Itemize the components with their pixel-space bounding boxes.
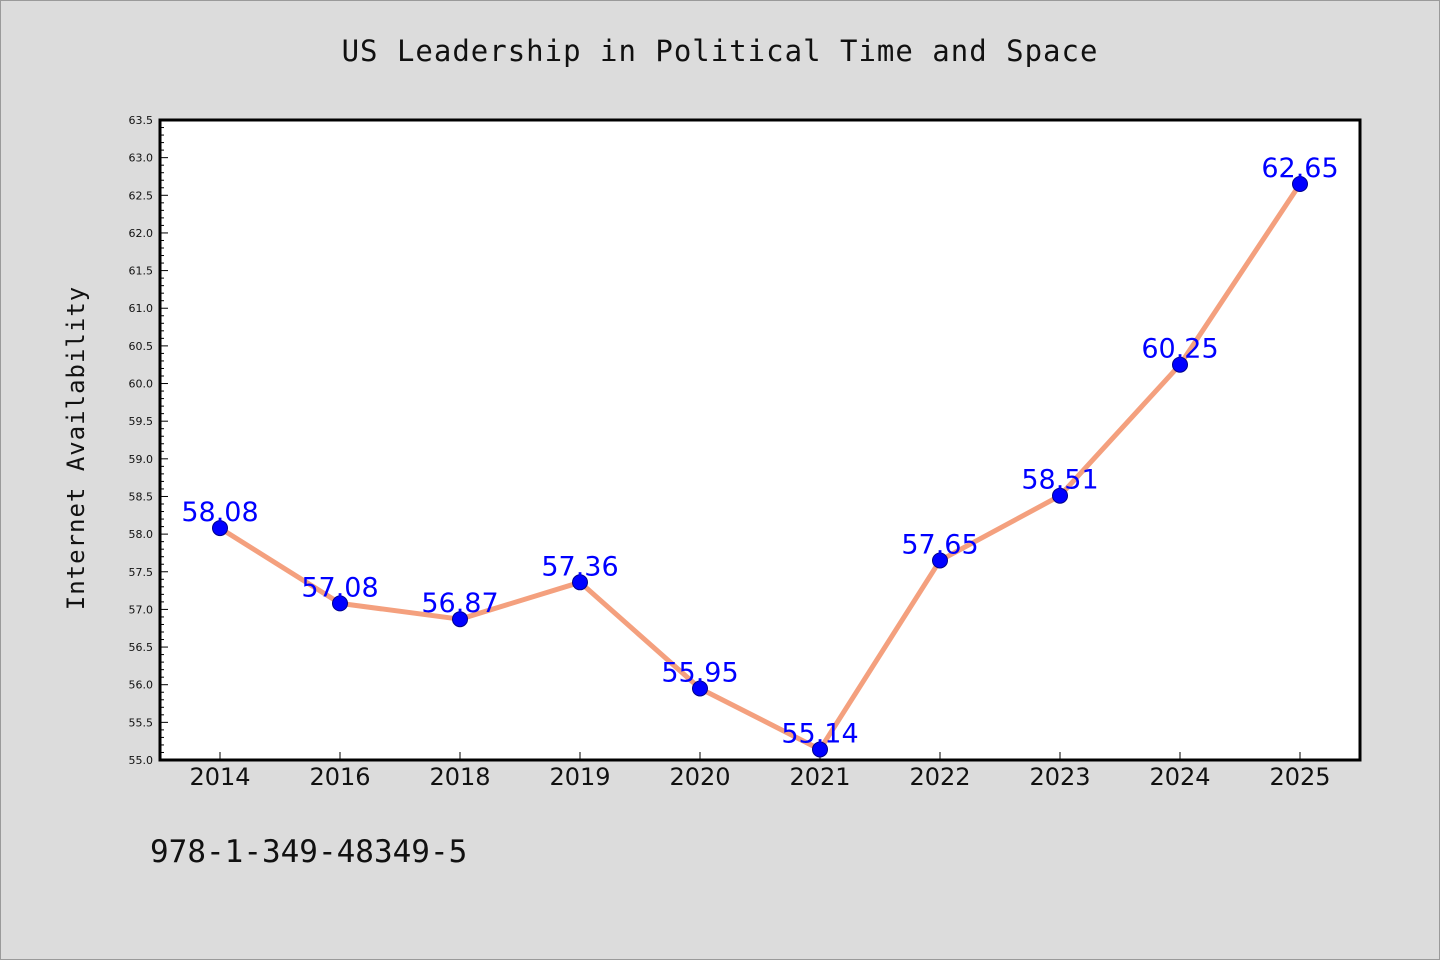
y-tick-label: 60.0 bbox=[129, 378, 154, 391]
y-axis-label: Internet Availability bbox=[62, 286, 90, 610]
y-tick-label: 62.5 bbox=[129, 189, 154, 202]
data-label: 55.14 bbox=[781, 718, 858, 749]
x-tick-label: 2016 bbox=[309, 763, 370, 791]
x-tick-label: 2024 bbox=[1149, 763, 1210, 791]
x-tick-label: 2021 bbox=[789, 763, 850, 791]
y-tick-label: 55.5 bbox=[129, 716, 154, 729]
x-tick-label: 2020 bbox=[669, 763, 730, 791]
data-point bbox=[332, 595, 348, 612]
x-axis-ticks: 2014 2016 2018 2019 2020 2021 2022 2023 2024 2025 bbox=[189, 752, 1331, 791]
footer-isbn: 978-1-349-48349-5 bbox=[150, 834, 468, 870]
data-label: 60.25 bbox=[1141, 334, 1218, 365]
data-labels: 58.08 57.08 56.87 57.36 55.95 55.14 57.65 58.51… bbox=[181, 153, 1338, 749]
chart-title: US Leadership in Political Time and Spac… bbox=[341, 34, 1099, 68]
y-tick-label: 58.5 bbox=[129, 490, 154, 503]
y-tick-label: 60.5 bbox=[129, 340, 154, 353]
data-label: 58.08 bbox=[181, 497, 258, 528]
data-label: 62.65 bbox=[1261, 153, 1338, 184]
data-point bbox=[1172, 356, 1188, 373]
series-polyline bbox=[217, 181, 1303, 752]
series-line bbox=[217, 181, 1303, 752]
y-tick-label: 55.0 bbox=[129, 754, 154, 767]
y-tick-label: 58.0 bbox=[129, 528, 154, 541]
x-tick-label: 2023 bbox=[1029, 763, 1090, 791]
data-label: 58.51 bbox=[1021, 465, 1098, 496]
data-point bbox=[812, 741, 828, 758]
y-tick-label: 63.5 bbox=[129, 114, 154, 127]
data-label: 56.87 bbox=[421, 588, 498, 619]
data-point bbox=[932, 552, 948, 569]
data-markers bbox=[212, 176, 1308, 758]
y-axis-ticks: 55.0 55.5 56.0 56.5 57.0 57.5 58.0 58.5 59.0 59.5… bbox=[129, 114, 168, 767]
data-label: 57.36 bbox=[541, 551, 618, 582]
x-tick-label: 2025 bbox=[1269, 763, 1330, 791]
data-label: 55.95 bbox=[661, 657, 738, 688]
data-point bbox=[1292, 176, 1308, 192]
data-point bbox=[1052, 487, 1068, 504]
y-tick-label: 57.5 bbox=[129, 566, 154, 579]
plot-area bbox=[158, 118, 1362, 762]
y-tick-label: 56.0 bbox=[129, 679, 154, 692]
data-point bbox=[212, 520, 228, 537]
y-tick-label: 57.0 bbox=[129, 603, 154, 616]
x-tick-label: 2022 bbox=[909, 763, 970, 791]
x-tick-label: 2019 bbox=[549, 763, 610, 791]
y-tick-label: 63.0 bbox=[129, 152, 154, 165]
y-tick-label: 59.5 bbox=[129, 415, 154, 428]
data-point bbox=[452, 611, 468, 628]
y-tick-label: 61.5 bbox=[129, 265, 154, 278]
data-point bbox=[572, 574, 588, 591]
data-point bbox=[692, 680, 708, 697]
y-tick-label: 56.5 bbox=[129, 641, 154, 654]
data-label: 57.65 bbox=[901, 529, 978, 560]
x-tick-label: 2014 bbox=[189, 763, 250, 791]
data-label: 57.08 bbox=[301, 572, 378, 603]
x-tick-label: 2018 bbox=[429, 763, 490, 791]
y-tick-label: 61.0 bbox=[129, 302, 154, 315]
y-tick-label: 62.0 bbox=[129, 227, 154, 240]
y-tick-label: 59.0 bbox=[129, 453, 154, 466]
